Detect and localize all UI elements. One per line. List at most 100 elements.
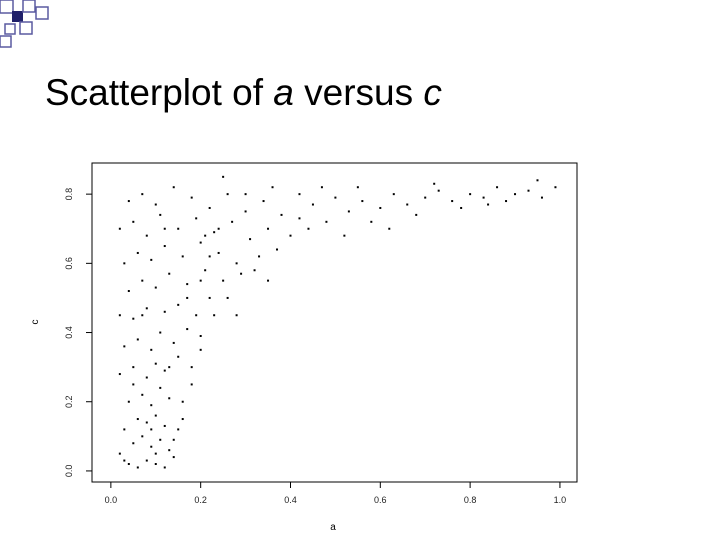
point — [298, 217, 301, 220]
point — [195, 217, 198, 220]
point — [320, 186, 323, 189]
point — [482, 196, 485, 199]
point — [343, 234, 346, 237]
y-tick-label: 0.0 — [64, 465, 74, 478]
point — [451, 200, 454, 203]
point — [186, 283, 189, 286]
point — [267, 227, 270, 230]
point — [235, 314, 238, 317]
point — [154, 414, 157, 417]
point — [154, 362, 157, 365]
y-tick-label: 0.4 — [64, 326, 74, 339]
point — [159, 438, 162, 441]
point — [163, 245, 166, 248]
point — [168, 449, 171, 452]
point — [267, 279, 270, 282]
point — [163, 424, 166, 427]
point — [469, 193, 472, 196]
point — [145, 307, 148, 310]
point — [325, 220, 328, 223]
point — [222, 175, 225, 178]
point — [527, 189, 530, 192]
point — [356, 186, 359, 189]
point — [141, 393, 144, 396]
point — [127, 200, 130, 203]
point — [199, 241, 202, 244]
point — [217, 227, 220, 230]
point — [181, 400, 184, 403]
point — [347, 210, 350, 213]
point — [213, 314, 216, 317]
point — [540, 196, 543, 199]
point — [195, 314, 198, 317]
point — [132, 442, 135, 445]
point — [177, 303, 180, 306]
x-tick-label: 0.8 — [464, 495, 477, 505]
point — [334, 196, 337, 199]
decoration — [0, 0, 49, 48]
point — [208, 296, 211, 299]
y-tick-label: 0.6 — [64, 257, 74, 270]
point — [289, 234, 292, 237]
point — [145, 421, 148, 424]
point — [123, 262, 126, 265]
x-axis-label: a — [330, 522, 336, 533]
point — [244, 193, 247, 196]
point — [150, 428, 153, 431]
point — [392, 193, 395, 196]
point — [168, 366, 171, 369]
point — [159, 386, 162, 389]
point — [199, 279, 202, 282]
point — [424, 196, 427, 199]
point — [132, 220, 135, 223]
point — [226, 193, 229, 196]
point — [163, 310, 166, 313]
point — [132, 383, 135, 386]
point — [145, 459, 148, 462]
point — [168, 272, 171, 275]
point — [190, 196, 193, 199]
point — [163, 227, 166, 230]
point — [132, 366, 135, 369]
point — [118, 227, 121, 230]
point — [204, 269, 207, 272]
point — [127, 290, 130, 293]
point — [415, 213, 418, 216]
point — [168, 397, 171, 400]
point — [136, 466, 139, 469]
point — [208, 255, 211, 258]
point — [204, 234, 207, 237]
y-tick-label: 0.2 — [64, 395, 74, 408]
x-tick-label: 0.0 — [105, 495, 118, 505]
point — [280, 213, 283, 216]
point — [307, 227, 310, 230]
point — [150, 404, 153, 407]
point — [145, 376, 148, 379]
point — [154, 286, 157, 289]
point — [496, 186, 499, 189]
point — [186, 296, 189, 299]
point — [276, 248, 279, 251]
point — [177, 428, 180, 431]
point — [311, 203, 314, 206]
point — [141, 435, 144, 438]
point — [554, 186, 557, 189]
title-part: versus — [304, 72, 413, 113]
point — [136, 338, 139, 341]
point — [123, 459, 126, 462]
x-tick-label: 0.2 — [194, 495, 207, 505]
point — [213, 231, 216, 234]
point — [181, 255, 184, 258]
point — [433, 182, 436, 185]
point — [118, 314, 121, 317]
point — [388, 227, 391, 230]
point — [154, 463, 157, 466]
point — [186, 328, 189, 331]
title-part: c — [423, 72, 442, 113]
point — [172, 341, 175, 344]
point — [141, 314, 144, 317]
point — [199, 348, 202, 351]
point — [118, 452, 121, 455]
point — [244, 210, 247, 213]
point — [190, 366, 193, 369]
